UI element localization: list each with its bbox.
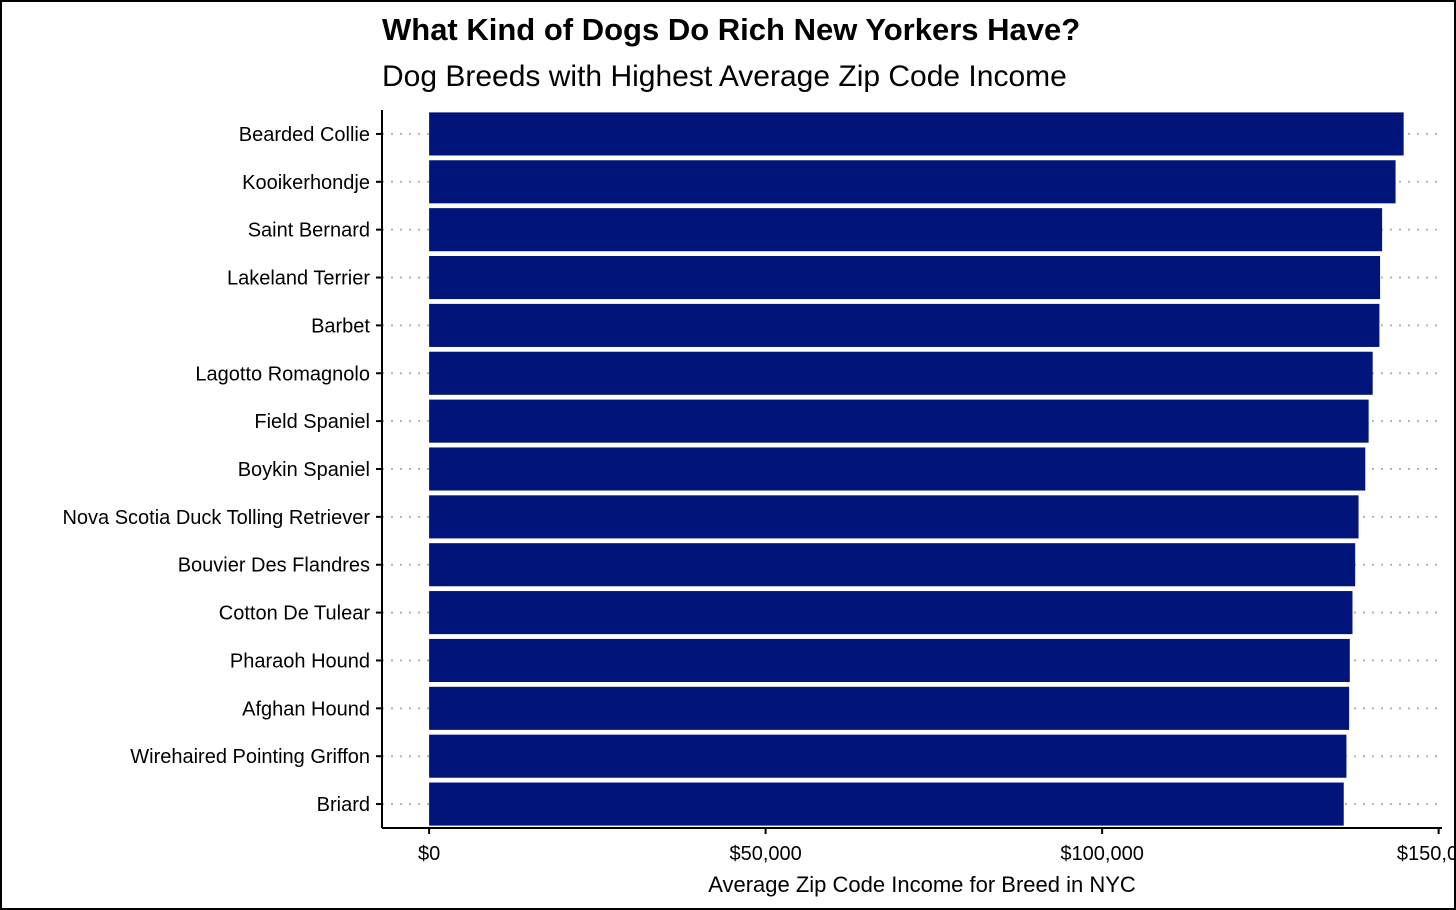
bar	[429, 495, 1359, 539]
bar	[429, 447, 1366, 491]
x-tick-label: $0	[418, 843, 440, 865]
category-label: Field Spaniel	[254, 411, 370, 433]
category-label: Afghan Hound	[242, 698, 370, 720]
y-axis: Bearded Collie Kooikerhondje Saint Bernard…	[62, 110, 383, 828]
chart-subtitle: Dog Breeds with Highest Average Zip Code…	[382, 60, 1067, 93]
bar	[429, 255, 1381, 300]
x-tick-label: $100,000	[1060, 843, 1143, 865]
bar	[429, 591, 1353, 635]
x-axis-title: Average Zip Code Income for Breed in NYC	[708, 872, 1136, 897]
chart-title: What Kind of Dogs Do Rich New Yorkers Ha…	[382, 12, 1081, 47]
bar	[429, 112, 1404, 156]
x-axis: $0 $50,000 $100,000 $150,000	[382, 827, 1454, 865]
bar	[429, 303, 1380, 347]
category-label: Barbet	[311, 315, 370, 337]
category-label: Wirehaired Pointing Griffon	[130, 746, 370, 768]
bar	[429, 208, 1383, 252]
category-label: Bearded Collie	[239, 124, 370, 146]
bar	[429, 543, 1356, 587]
category-label: Briard	[317, 794, 370, 816]
category-label: Boykin Spaniel	[238, 459, 370, 481]
bar	[429, 686, 1350, 730]
category-label: Nova Scotia Duck Tolling Retriever	[62, 507, 370, 529]
bar	[429, 734, 1347, 778]
category-label: Pharaoh Hound	[230, 650, 370, 672]
x-tick-label: $150,000	[1397, 843, 1454, 865]
bar	[429, 399, 1369, 443]
bar	[429, 160, 1396, 204]
category-label: Lagotto Romagnolo	[195, 363, 370, 385]
category-label: Kooikerhondje	[242, 172, 370, 194]
category-label: Cotton De Tulear	[219, 603, 371, 625]
bar	[429, 638, 1350, 683]
bar	[429, 351, 1373, 395]
category-label: Saint Bernard	[248, 220, 370, 242]
category-label: Bouvier Des Flandres	[178, 555, 370, 577]
category-label: Lakeland Terrier	[227, 268, 370, 290]
x-tick-label: $50,000	[729, 843, 801, 865]
bars	[429, 112, 1404, 826]
bar	[429, 782, 1344, 826]
